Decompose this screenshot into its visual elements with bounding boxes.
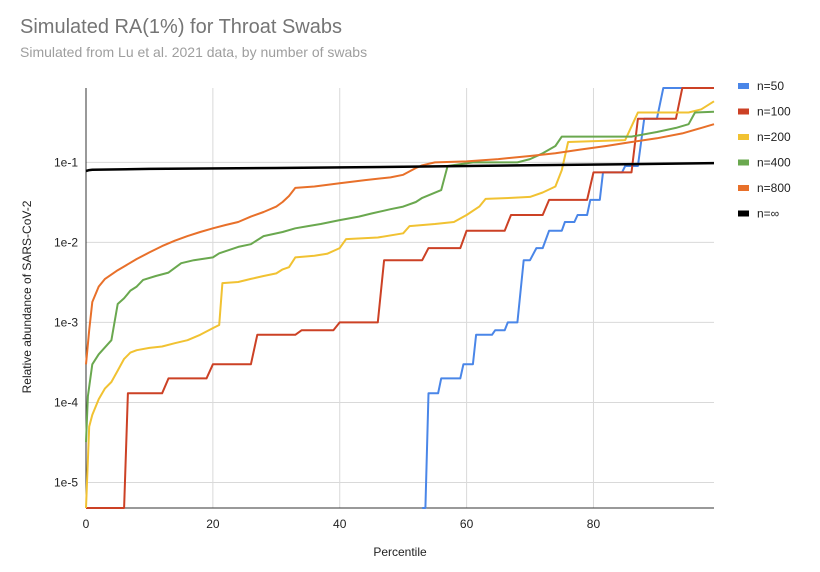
series-line-3 [85, 110, 715, 443]
legend-label-2: n=200 [757, 130, 791, 144]
x-tick-label: 60 [460, 517, 474, 531]
y-tick-labels: 1e-5 1e-4 1e-3 1e-2 1e-1 [54, 155, 78, 489]
x-tick-label: 0 [83, 517, 90, 531]
legend: n=50 n=100 n=200 n=400 n=800 n=∞ [738, 79, 791, 221]
series-line-5 [85, 161, 715, 173]
y-tick-label: 1e-3 [54, 315, 78, 329]
axes [85, 88, 714, 509]
y-axis-title: Relative abundance of SARS-CoV-2 [20, 200, 34, 393]
y-tick-label: 1e-5 [54, 475, 78, 489]
series-lines [85, 87, 715, 509]
x-tick-label: 40 [333, 517, 347, 531]
legend-swatch-2 [738, 134, 749, 140]
legend-swatch-5 [738, 210, 749, 217]
legend-swatch-3 [738, 159, 749, 166]
chart-title: Simulated RA(1%) for Throat Swabs [20, 16, 342, 38]
legend-swatch-4 [738, 185, 749, 191]
series-line-2 [85, 100, 715, 509]
y-tick-label: 1e-2 [54, 235, 78, 249]
series-line-4 [85, 123, 715, 365]
gridlines [86, 88, 714, 508]
x-tick-label: 20 [206, 517, 220, 531]
y-tick-label: 1e-1 [54, 155, 78, 169]
chart-subtitle: Simulated from Lu et al. 2021 data, by n… [20, 44, 367, 60]
legend-label-4: n=800 [757, 181, 791, 195]
legend-label-3: n=400 [757, 156, 791, 170]
legend-label-5: n=∞ [757, 207, 779, 221]
x-tick-labels: 0 20 40 60 80 [83, 517, 601, 531]
legend-swatch-0 [738, 83, 749, 89]
legend-swatch-1 [738, 108, 749, 115]
x-tick-label: 80 [587, 517, 601, 531]
y-tick-label: 1e-4 [54, 395, 78, 409]
legend-label-1: n=100 [757, 105, 791, 119]
series-line-1 [86, 87, 714, 509]
series-line-0 [422, 87, 714, 509]
x-axis-title: Percentile [373, 545, 427, 559]
legend-label-0: n=50 [757, 79, 784, 93]
